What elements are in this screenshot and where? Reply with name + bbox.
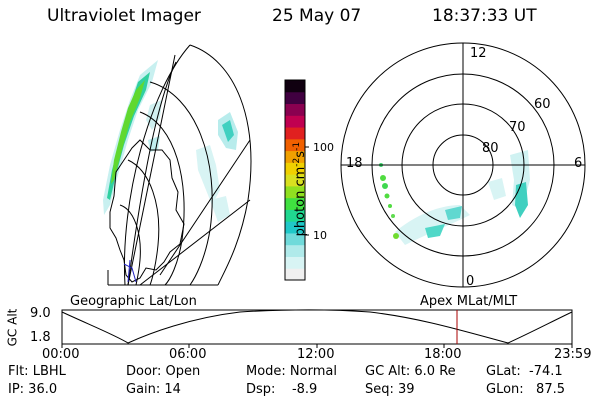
- polar-plot: [340, 42, 586, 288]
- status-gc-alt: GC Alt: 6.0 Re: [365, 364, 456, 379]
- colorbar-segment: [285, 80, 305, 93]
- mlt-label-6: 6: [574, 156, 583, 171]
- colorbar-segment: [285, 197, 305, 210]
- mlt-label-18: 18: [346, 156, 363, 171]
- orbit-altitude-curve: [61, 309, 573, 344]
- timeline-tick-0600: 06:00: [169, 347, 207, 362]
- timeline-tick-1200: 12:00: [297, 347, 335, 362]
- colorbar-segment: [285, 256, 305, 269]
- colorbar-segment: [285, 174, 305, 187]
- colorbar-segment: [285, 127, 305, 140]
- polar-panel-label: Apex MLat/MLT: [420, 294, 518, 309]
- status-glat: GLat: -74.1: [486, 364, 563, 379]
- timeline-ytick-bottom: 1.8: [30, 330, 51, 345]
- lat-label-80: 80: [482, 141, 499, 156]
- timeline-plot: [61, 309, 573, 348]
- timeline-tick-1800: 18:00: [424, 347, 462, 362]
- lat-label-70: 70: [509, 120, 526, 135]
- status-dsp: Dsp: -8.9: [246, 382, 318, 397]
- instrument-title: Ultraviolet Imager: [47, 6, 201, 26]
- status-filter: Flt: LBHL: [8, 364, 66, 379]
- colorbar-segment: [285, 91, 305, 105]
- status-mode: Mode: Normal: [246, 364, 337, 379]
- timeline-ylabel: GC Alt: [5, 308, 20, 347]
- colorbar-segment: [285, 103, 305, 116]
- timeline-tick-0000: 00:00: [42, 347, 80, 362]
- timeline-ytick-top: 9.0: [30, 306, 51, 321]
- lat-label-60: 60: [534, 97, 551, 112]
- colorbar-segment: [285, 115, 305, 128]
- colorbar-tick-label-100: 100: [313, 141, 334, 154]
- status-gain: Gain: 14: [126, 382, 181, 397]
- status-door: Door: Open: [126, 364, 201, 379]
- geographic-map: [103, 44, 252, 286]
- colorbar-segment: [285, 138, 305, 152]
- geographic-panel-label: Geographic Lat/Lon: [70, 294, 197, 309]
- colorbar-segment: [285, 221, 305, 234]
- timeline-tick-2359: 23:59: [554, 347, 592, 362]
- colorbar-frame: [284, 79, 306, 281]
- colorbar-scale: [285, 80, 305, 281]
- colorbar-segment: [285, 209, 305, 222]
- status-seq: Seq: 39: [365, 382, 415, 397]
- colorbar-segment: [285, 268, 305, 281]
- status-ip: IP: 36.0: [8, 382, 58, 397]
- colorbar-segment: [285, 162, 305, 175]
- colorbar-segment: [285, 232, 305, 246]
- colorbar-segment: [285, 185, 305, 199]
- colorbar-segment: [285, 244, 305, 257]
- colorbar-unit-label: photon cm-2s-1: [291, 141, 309, 237]
- date-label: 25 May 07: [272, 6, 362, 26]
- colorbar-tick-label-10: 10: [313, 229, 327, 242]
- status-glon: GLon: 87.5: [486, 382, 566, 397]
- mlt-label-0: 0: [466, 274, 475, 289]
- colorbar-segment: [285, 150, 305, 163]
- time-label: 18:37:33 UT: [432, 6, 537, 26]
- mlt-label-12: 12: [470, 46, 487, 61]
